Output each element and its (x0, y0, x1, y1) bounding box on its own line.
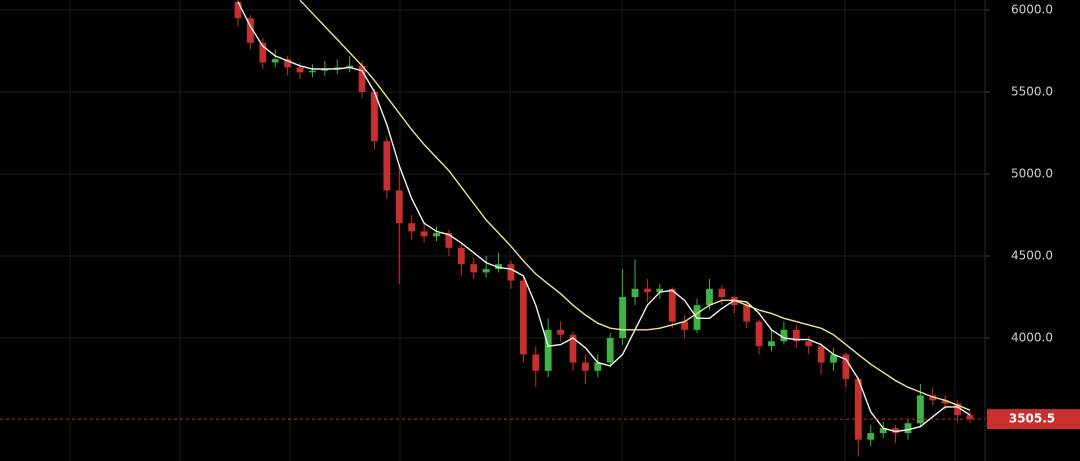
candle-body (557, 329, 564, 335)
candle-body (482, 269, 490, 273)
candle-body (246, 18, 254, 43)
candle-body (495, 264, 502, 270)
candle-body (644, 288, 651, 293)
candle-body (532, 354, 540, 371)
candle-body (867, 433, 875, 440)
candle-body (966, 415, 974, 420)
candle-body (606, 338, 614, 363)
candle-body (321, 69, 329, 71)
candle-body (619, 297, 627, 339)
candle-body (383, 141, 391, 191)
candle-body (544, 329, 552, 371)
candle-body (681, 321, 689, 330)
candle-body (916, 395, 924, 424)
candle-body (954, 403, 962, 416)
candle-body (830, 354, 837, 363)
y-tick-label: 4000.0 (1011, 331, 1053, 345)
candle-body (718, 288, 726, 298)
candle-body (706, 288, 713, 306)
candle-body (656, 288, 664, 293)
candle-body (805, 341, 813, 347)
candle-body (668, 288, 676, 322)
y-tick-label: 5500.0 (1011, 85, 1053, 99)
candle-body (780, 329, 788, 342)
candle-body (445, 233, 453, 248)
y-tick-label: 5000.0 (1011, 167, 1053, 181)
candle-body (271, 59, 279, 63)
candle-body (371, 92, 378, 142)
candle-body (408, 223, 416, 232)
y-tick-label: 6000.0 (1011, 3, 1053, 17)
candle-body (420, 231, 428, 237)
candle-body (346, 65, 354, 68)
candle-body (743, 305, 751, 322)
candle-body (892, 428, 899, 434)
candle-body (296, 67, 304, 73)
candle-body (470, 264, 478, 273)
candle-body (333, 67, 341, 70)
y-tick-label: 4500.0 (1011, 249, 1053, 263)
candle-body (358, 65, 366, 93)
low-annotation: 3277.6 → (814, 460, 870, 461)
candle-body (879, 428, 887, 434)
candle-body (817, 346, 825, 363)
candle-body (433, 233, 440, 237)
candle-body (581, 362, 589, 371)
candle-body (842, 354, 850, 380)
candle-body (395, 190, 403, 224)
moving-average-line (237, 1, 971, 433)
candle-body (594, 362, 602, 371)
last-price-label: 3505.5 (1009, 412, 1055, 426)
moving-average-line (299, 0, 971, 411)
candle-body (941, 400, 949, 404)
candle-body (854, 379, 862, 440)
candle-body (309, 70, 316, 73)
candle-body (929, 395, 937, 401)
plot-area (0, 0, 985, 457)
candle-body (569, 334, 577, 363)
candle-body (284, 59, 292, 68)
last-price-box (987, 409, 1080, 430)
candle-body (507, 264, 515, 281)
candle-body (631, 288, 639, 298)
candle-body (457, 247, 465, 265)
candle-body (768, 341, 775, 347)
vertical-grid (69, 0, 956, 461)
candle-body (792, 329, 800, 342)
candle-body (755, 321, 763, 347)
candle-body (259, 42, 267, 63)
candle-body (904, 423, 912, 434)
candle-body (519, 280, 527, 355)
candle-body (234, 1, 242, 19)
